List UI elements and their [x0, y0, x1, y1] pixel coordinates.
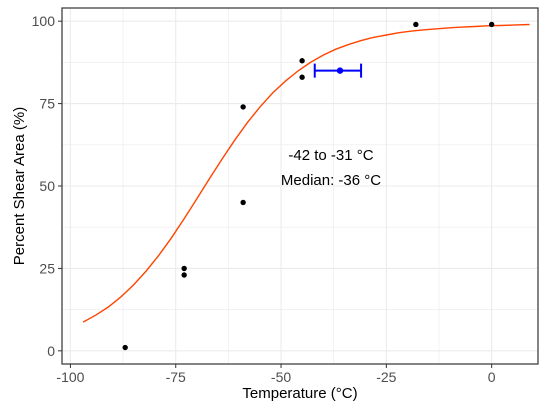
points-layer	[122, 21, 495, 351]
y-axis-title: Percent Shear Area (%)	[11, 107, 28, 265]
y-tick-label: 0	[47, 343, 55, 359]
x-tick-label: -100	[56, 369, 84, 385]
annotation-range: -42 to -31 °C	[288, 147, 373, 164]
median-point	[336, 67, 344, 74]
grid-minor	[62, 8, 538, 364]
data-point	[181, 272, 187, 278]
data-point	[181, 265, 187, 272]
x-axis-title: Temperature (°C)	[242, 385, 357, 402]
data-point	[122, 344, 128, 351]
y-tick-label: 75	[39, 96, 55, 112]
errorbar-layer	[313, 63, 363, 78]
data-point	[240, 199, 246, 206]
data-point	[488, 21, 495, 28]
data-point	[413, 21, 419, 28]
data-point	[299, 58, 305, 64]
x-axis-ticks: -100 -75 -50 -25 0	[56, 364, 496, 385]
fit-layer	[82, 23, 530, 323]
y-tick-label: 50	[39, 178, 55, 194]
grid-major	[62, 8, 538, 364]
fit-curve	[82, 23, 530, 323]
x-tick-label: -50	[271, 369, 291, 385]
x-tick-label: 0	[488, 369, 496, 385]
annotation-median: Median: -36 °C	[281, 172, 381, 189]
x-tick-label: -25	[376, 369, 396, 385]
x-tick-label: -75	[166, 369, 186, 385]
y-tick-label: 25	[39, 260, 55, 276]
data-point	[240, 104, 246, 110]
y-axis-ticks: 0 25 50 75 100	[32, 13, 62, 359]
data-point	[299, 74, 305, 80]
y-tick-label: 100	[32, 13, 56, 29]
